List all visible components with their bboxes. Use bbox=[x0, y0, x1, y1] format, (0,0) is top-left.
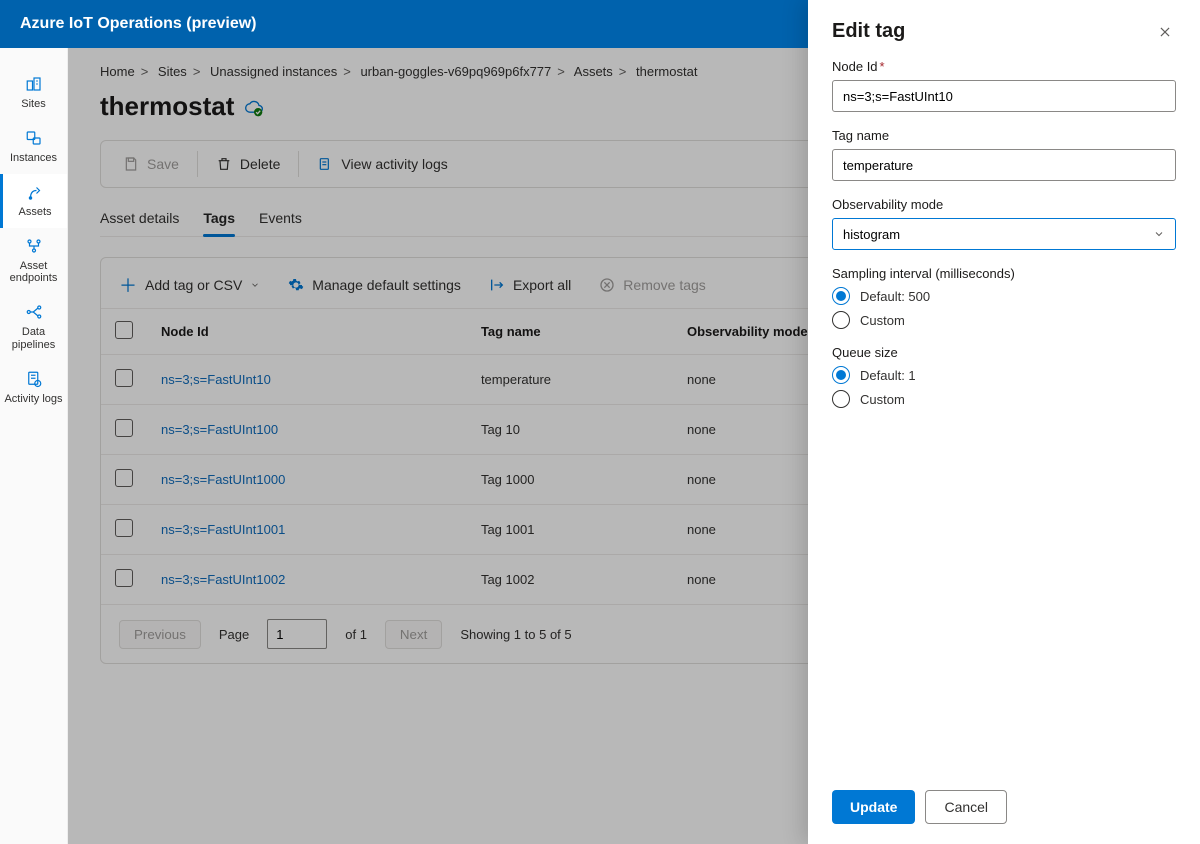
tag-name-input[interactable] bbox=[832, 149, 1176, 181]
cancel-button[interactable]: Cancel bbox=[925, 790, 1007, 824]
flyout-title: Edit tag bbox=[832, 20, 905, 43]
left-nav: Sites Instances Assets Asset endpoints D… bbox=[0, 48, 68, 844]
nav-data-pipelines[interactable]: Data pipelines bbox=[0, 294, 68, 360]
nav-instances[interactable]: Instances bbox=[0, 120, 68, 174]
assets-icon bbox=[25, 182, 45, 202]
building-icon bbox=[24, 74, 44, 94]
queue-label: Queue size bbox=[832, 345, 1176, 360]
logs-icon bbox=[24, 369, 44, 389]
nav-label: Instances bbox=[10, 152, 57, 164]
close-icon bbox=[1158, 25, 1172, 39]
radio-icon bbox=[832, 311, 850, 329]
radio-label: Custom bbox=[860, 392, 905, 407]
nav-label: Sites bbox=[21, 98, 45, 110]
radio-label: Default: 1 bbox=[860, 368, 916, 383]
observability-label: Observability mode bbox=[832, 197, 1176, 212]
tag-name-label: Tag name bbox=[832, 128, 1176, 143]
close-button[interactable] bbox=[1154, 21, 1176, 43]
radio-label: Custom bbox=[860, 313, 905, 328]
nav-assets[interactable]: Assets bbox=[0, 174, 68, 228]
radio-label: Default: 500 bbox=[860, 289, 930, 304]
nav-asset-endpoints[interactable]: Asset endpoints bbox=[0, 228, 68, 294]
edit-tag-flyout: Edit tag Node Id* Tag name Observability… bbox=[808, 0, 1200, 844]
sampling-custom-radio[interactable]: Custom bbox=[832, 311, 1176, 329]
radio-icon bbox=[832, 366, 850, 384]
sampling-label: Sampling interval (milliseconds) bbox=[832, 266, 1176, 281]
observability-select[interactable]: histogram bbox=[832, 218, 1176, 250]
node-id-input[interactable] bbox=[832, 80, 1176, 112]
sampling-default-radio[interactable]: Default: 500 bbox=[832, 287, 1176, 305]
radio-icon bbox=[832, 287, 850, 305]
nav-activity-logs[interactable]: Activity logs bbox=[0, 361, 68, 415]
pipelines-icon bbox=[24, 302, 44, 322]
chevron-down-icon bbox=[1153, 228, 1165, 240]
nav-label: Asset endpoints bbox=[0, 260, 68, 284]
nav-sites[interactable]: Sites bbox=[0, 66, 68, 120]
product-title: Azure IoT Operations (preview) bbox=[20, 15, 256, 33]
endpoints-icon bbox=[24, 236, 44, 256]
nav-label: Activity logs bbox=[4, 393, 62, 405]
observability-value: histogram bbox=[843, 227, 900, 242]
instances-icon bbox=[24, 128, 44, 148]
node-id-label: Node Id* bbox=[832, 59, 1176, 74]
queue-default-radio[interactable]: Default: 1 bbox=[832, 366, 1176, 384]
queue-custom-radio[interactable]: Custom bbox=[832, 390, 1176, 408]
nav-label: Assets bbox=[18, 206, 51, 218]
nav-label: Data pipelines bbox=[0, 326, 68, 350]
radio-icon bbox=[832, 390, 850, 408]
update-button[interactable]: Update bbox=[832, 790, 915, 824]
